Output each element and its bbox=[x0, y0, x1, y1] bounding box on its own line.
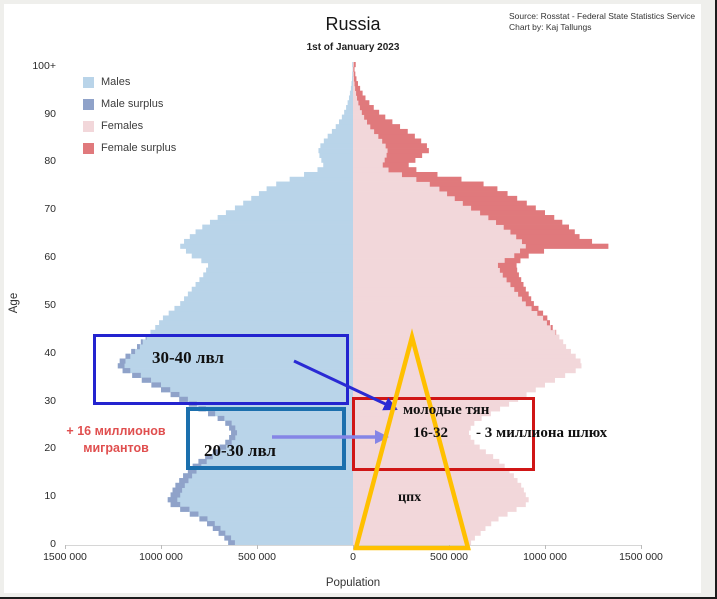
legend-swatch-icon bbox=[83, 98, 94, 110]
credit-line: Chart by: Kaj Tallungs bbox=[509, 22, 592, 32]
legend-swatch-icon bbox=[83, 76, 94, 88]
annotation-migrants: + 16 миллионов мигрантов bbox=[56, 423, 176, 457]
annotation-box-30-40 bbox=[93, 334, 349, 405]
legend-label: Male surplus bbox=[101, 98, 164, 110]
legend-swatch-icon bbox=[83, 142, 94, 154]
source-line: Source: Rosstat - Federal State Statisti… bbox=[509, 11, 696, 21]
annotation-20-30-label: 20-30 лвл bbox=[204, 441, 276, 460]
annotation-young-title: молодые тян bbox=[403, 402, 490, 418]
legend-item-male-surplus: Male surplus bbox=[83, 93, 176, 115]
y-tick-label: 70 bbox=[44, 203, 56, 216]
annotation-age-range-row: 16-32 - 3 миллиона шлюх bbox=[413, 425, 607, 442]
x-tick-label: 1500 000 bbox=[43, 551, 87, 563]
legend-label: Males bbox=[101, 76, 131, 88]
x-tick-mark bbox=[257, 545, 258, 549]
chart-subtitle: 1st of January 2023 bbox=[306, 42, 400, 53]
x-tick-label: 1000 000 bbox=[523, 551, 567, 563]
legend-item-female-surplus: Female surplus bbox=[83, 137, 176, 159]
legend-swatch-icon bbox=[83, 120, 94, 132]
source-credit: Source: Rosstat - Federal State Statisti… bbox=[509, 11, 695, 33]
legend-item-males: Males bbox=[83, 71, 176, 93]
x-axis-title: Population bbox=[325, 577, 381, 589]
annotation-millions-note: - 3 миллиона шлюх bbox=[476, 425, 608, 441]
legend-label: Female surplus bbox=[101, 142, 177, 154]
y-tick-label: 80 bbox=[44, 155, 56, 168]
annotation-migrants-line1: + 16 миллионов bbox=[66, 424, 166, 438]
chart-title: Russia bbox=[325, 14, 381, 34]
x-tick-mark bbox=[449, 545, 450, 549]
y-tick-label: 100+ bbox=[32, 59, 56, 72]
y-tick-label: 90 bbox=[44, 107, 56, 120]
x-tick-label: 500 000 bbox=[238, 551, 276, 563]
y-tick-label: 40 bbox=[44, 346, 56, 359]
x-tick-mark bbox=[545, 545, 546, 549]
y-tick-label: 30 bbox=[44, 394, 56, 407]
annotation-tsph-label: цпх bbox=[398, 490, 422, 505]
annotation-30-40-label: 30-40 лвл bbox=[152, 348, 224, 367]
x-tick-label: 0 bbox=[350, 551, 356, 563]
x-tick-label: 500 000 bbox=[430, 551, 468, 563]
x-tick-mark bbox=[353, 545, 354, 549]
y-tick-label: 0 bbox=[50, 538, 56, 550]
x-tick-mark bbox=[161, 545, 162, 549]
legend-item-females: Females bbox=[83, 115, 176, 137]
y-tick-label: 20 bbox=[44, 442, 56, 455]
y-tick-label: 10 bbox=[44, 490, 56, 503]
x-tick-mark bbox=[65, 545, 66, 549]
x-tick-label: 1500 000 bbox=[619, 551, 663, 563]
annotation-migrants-line2: мигрантов bbox=[83, 441, 149, 455]
y-axis-title: Age bbox=[8, 292, 20, 314]
y-tick-label: 50 bbox=[44, 298, 56, 311]
y-tick-label: 60 bbox=[44, 251, 56, 264]
x-tick-label: 1000 000 bbox=[139, 551, 183, 563]
legend: Males Male surplus Females Female surplus bbox=[83, 71, 176, 159]
legend-label: Females bbox=[101, 120, 144, 132]
x-tick-mark bbox=[641, 545, 642, 549]
annotation-age-range: 16-32 bbox=[413, 425, 448, 441]
